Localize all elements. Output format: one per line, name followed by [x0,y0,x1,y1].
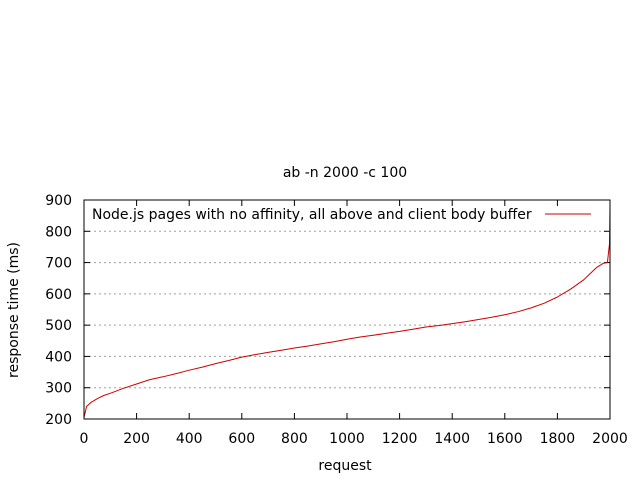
x-tick-label: 0 [80,431,89,447]
x-tick-label: 200 [123,431,150,447]
x-tick-label: 600 [228,431,255,447]
axis-ticks: 200 300 400 500 600 700 800 900 0 200 400 600 800 100… [45,193,628,447]
x-tick-label: 2000 [592,431,628,447]
x-tick-label: 1400 [434,431,470,447]
x-tick-label: 400 [176,431,203,447]
y-tick-label: 600 [45,287,72,303]
x-tick-label: 1200 [382,431,418,447]
x-tick-label: 1600 [487,431,523,447]
y-tick-label: 500 [45,318,72,334]
x-tick-label: 1000 [329,431,365,447]
plot-frame [83,199,611,420]
y-tick-label: 700 [45,256,72,272]
series-line [83,206,611,418]
y-tick-label: 400 [45,349,72,365]
y-tick-label: 200 [45,412,72,428]
grid-lines [84,230,610,389]
x-tick-label: 800 [281,431,308,447]
legend: Node.js pages with no affinity, all abov… [92,207,591,223]
y-tick-label: 900 [45,193,72,209]
y-tick-label: 300 [45,381,72,397]
series-lines [83,206,611,418]
y-tick-label: 800 [45,224,72,240]
legend-label: Node.js pages with no affinity, all abov… [92,207,532,223]
chart-title: ab -n 2000 -c 100 [283,165,407,181]
y-axis-label: response time (ms) [6,242,22,378]
x-axis-label: request [318,458,372,474]
x-tick-label: 1800 [540,431,576,447]
